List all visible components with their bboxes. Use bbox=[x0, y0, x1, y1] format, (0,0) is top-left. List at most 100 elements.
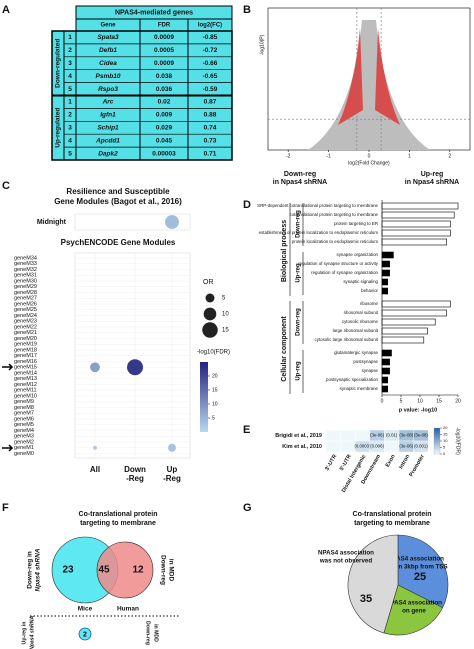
table-cell: 5 bbox=[68, 150, 72, 157]
table-cell: 0.009 bbox=[156, 112, 173, 119]
row-label: geneM2 bbox=[14, 439, 34, 445]
x-tick-label: Exon bbox=[385, 453, 397, 468]
table-cell: Rspo3 bbox=[98, 86, 118, 93]
table-cell: -0.59 bbox=[203, 86, 218, 93]
group-label: Biological process bbox=[281, 220, 288, 282]
bar bbox=[381, 287, 388, 295]
subgroup-label: Up-reg bbox=[296, 361, 302, 381]
row-label: geneM8 bbox=[14, 405, 34, 411]
slice-label: NPAS4 association bbox=[386, 600, 442, 607]
row-label: geneM20 bbox=[14, 336, 37, 342]
table-cell: 0.0005 bbox=[154, 47, 174, 54]
venn-value: 2 bbox=[83, 631, 87, 638]
bar bbox=[381, 300, 451, 308]
row-label: geneM22 bbox=[14, 324, 37, 330]
color-tick-label: 5 bbox=[212, 415, 215, 421]
set-label: in MDD bbox=[153, 624, 159, 642]
heatmap-cell bbox=[413, 440, 429, 453]
bar bbox=[381, 385, 388, 393]
table-cell: -0.85 bbox=[203, 34, 218, 41]
row-label: Kim et al., 2010 bbox=[282, 444, 322, 450]
cell-label: (0.0003) bbox=[354, 444, 371, 449]
legend-label: 10 bbox=[222, 312, 229, 318]
color-bar bbox=[433, 427, 441, 455]
table-cell: 0.038 bbox=[156, 73, 173, 80]
cell-label: (0.006) bbox=[370, 444, 384, 449]
dot bbox=[127, 359, 143, 376]
subgroup-label: Down-reg bbox=[296, 308, 302, 336]
legend-title: OR bbox=[203, 279, 214, 286]
slice-label: was not observed bbox=[319, 558, 372, 565]
x-tick-label: All bbox=[90, 465, 100, 474]
row-label: Midnight bbox=[37, 219, 67, 226]
row-label: geneM28 bbox=[14, 290, 37, 296]
table-cell: 4 bbox=[68, 73, 72, 80]
category-label: SRP-dependent cotranslational protein ta… bbox=[257, 203, 378, 208]
cell-label: (3e-06) bbox=[399, 444, 413, 449]
color-tick-label: 5 bbox=[443, 445, 446, 450]
bar bbox=[381, 358, 390, 366]
subgroup-label: Up-reg bbox=[296, 263, 302, 283]
table-cell: 0.87 bbox=[204, 99, 217, 106]
y-axis-label: -log10(P) bbox=[259, 34, 265, 55]
row-label: geneM24 bbox=[14, 313, 37, 319]
x-tick-label: 0 bbox=[368, 153, 371, 159]
chart-title: targeting to membrane bbox=[80, 520, 156, 527]
category-label: cytosolic ribosome bbox=[342, 319, 379, 324]
venn-value: 23 bbox=[62, 565, 74, 576]
color-tick-label: 15 bbox=[443, 432, 448, 437]
row-label: geneM13 bbox=[14, 376, 37, 382]
color-tick-label: 20 bbox=[212, 373, 218, 379]
arrow bbox=[2, 363, 14, 371]
bar bbox=[381, 260, 390, 268]
dot bbox=[93, 445, 97, 450]
bar bbox=[381, 251, 394, 259]
subtitle: PsychENCODE Gene Modules bbox=[61, 238, 176, 247]
legend-dot bbox=[203, 307, 217, 321]
heatmap-cell bbox=[340, 440, 356, 453]
chart-title: Co-translational protein bbox=[353, 511, 432, 518]
arrow bbox=[2, 444, 14, 452]
bar bbox=[381, 211, 455, 219]
table-cell: -0.66 bbox=[203, 60, 218, 67]
cell-label: (3e-08) bbox=[399, 433, 413, 438]
table-cell: 0.045 bbox=[156, 137, 173, 144]
table-cell: 2 bbox=[68, 112, 72, 119]
bar bbox=[381, 238, 447, 246]
cell-label: (3e-06) bbox=[370, 433, 384, 438]
plot-frame bbox=[74, 213, 191, 231]
point-cloud bbox=[308, 20, 430, 150]
bar bbox=[381, 367, 390, 375]
bar bbox=[381, 229, 451, 237]
heatmap-cell bbox=[355, 429, 371, 442]
bar bbox=[381, 327, 428, 335]
category-label: establishment of protein localization to… bbox=[259, 230, 379, 235]
table-cell: 4 bbox=[68, 137, 72, 144]
color-tick-label: 20 bbox=[443, 425, 448, 430]
row-label: geneM5 bbox=[14, 422, 34, 428]
bar bbox=[381, 336, 425, 344]
color-tick-label: 10 bbox=[443, 438, 448, 443]
chart-title: Gene Modules (Bagot et al., 2016) bbox=[54, 197, 182, 206]
x-tick-label: 15 bbox=[436, 398, 442, 404]
legend-dot bbox=[205, 293, 215, 303]
table-cell: 0.029 bbox=[156, 124, 173, 131]
slice-label: on gene bbox=[402, 608, 426, 615]
venn-value: 45 bbox=[98, 565, 110, 576]
category-label: ribosomal subunit bbox=[344, 310, 379, 315]
heatmap-cell bbox=[325, 440, 341, 453]
row-label: geneM15 bbox=[14, 365, 37, 371]
pie-slice bbox=[347, 534, 399, 634]
panel-letter: A bbox=[2, 4, 10, 16]
x-tick-label: -2 bbox=[286, 153, 291, 159]
legend-dot bbox=[202, 322, 218, 338]
set-label: in MDD bbox=[167, 559, 174, 582]
category-label: synapse organization bbox=[337, 252, 379, 257]
bar bbox=[381, 278, 388, 286]
row-label: geneM34 bbox=[14, 255, 37, 261]
table-cell: 0.0009 bbox=[154, 34, 174, 41]
legend-label: 15 bbox=[222, 328, 229, 334]
heatmap-cell bbox=[384, 440, 400, 453]
set-label: Down-reg bbox=[145, 621, 151, 645]
